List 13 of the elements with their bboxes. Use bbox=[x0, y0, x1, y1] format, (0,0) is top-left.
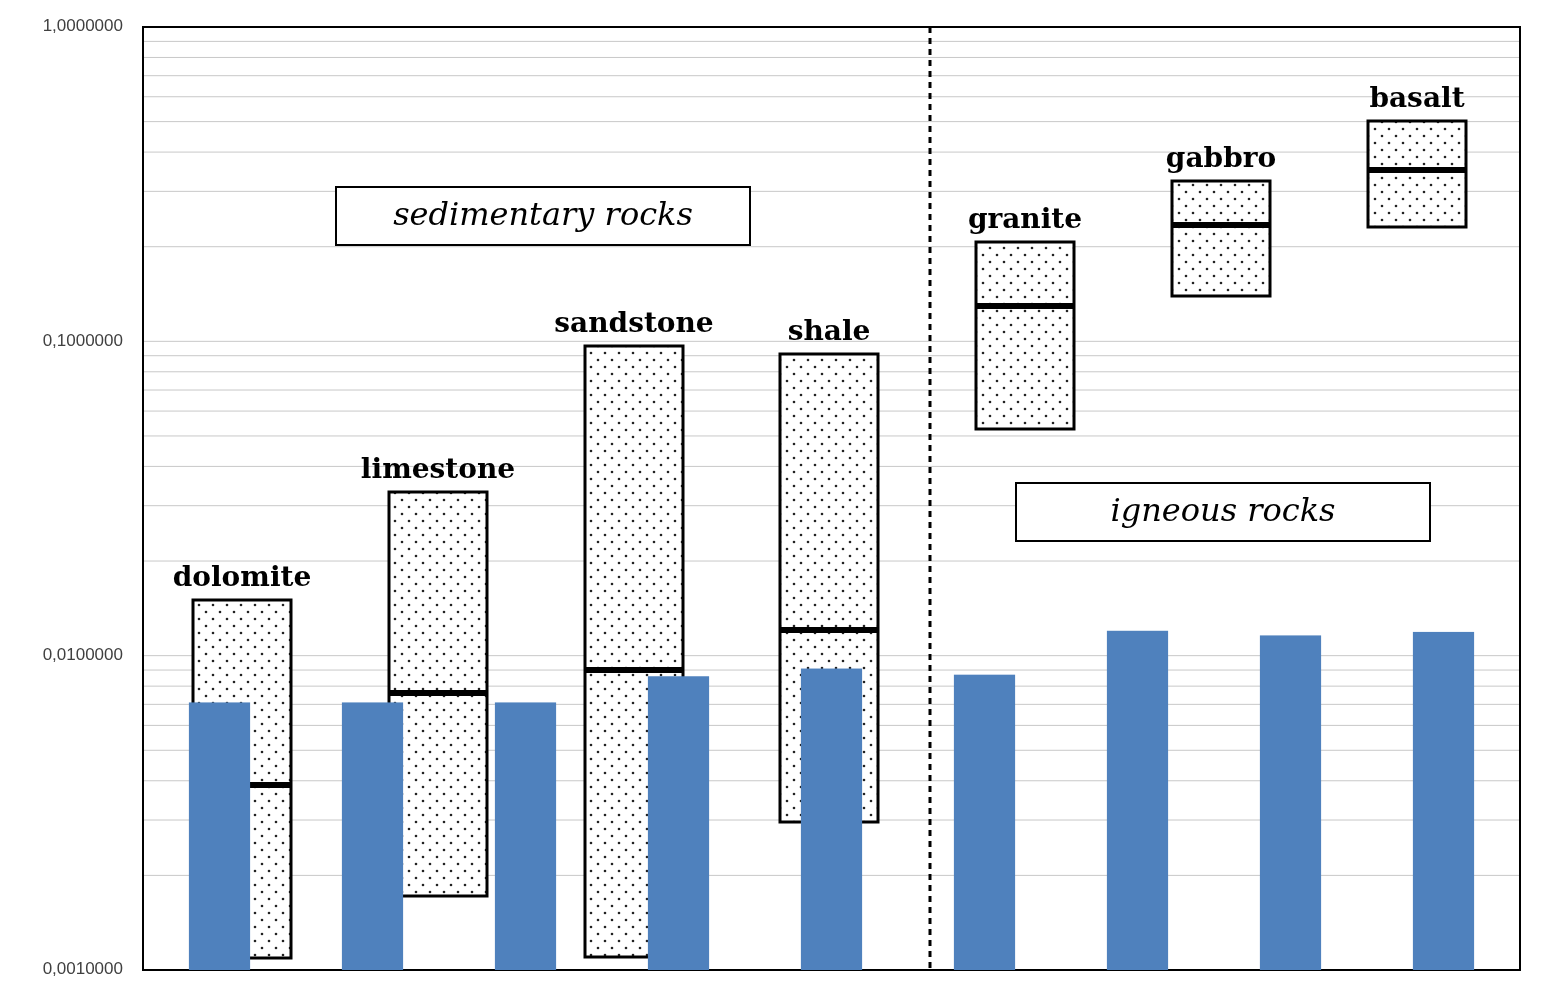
annotation: dolomite bbox=[172, 560, 312, 593]
y-tick-label: 1,0000000 bbox=[42, 16, 123, 36]
annotation: shale bbox=[787, 314, 871, 347]
y-tick-label: 0,0010000 bbox=[42, 959, 123, 979]
y-tick-label: 0,1000000 bbox=[42, 330, 123, 350]
annotation: granite bbox=[967, 202, 1083, 235]
annotation: igneous rocks bbox=[1110, 490, 1336, 529]
y-tick-label: 0,0100000 bbox=[42, 645, 123, 665]
annotation: basalt bbox=[1369, 81, 1465, 114]
annotation: limestone bbox=[360, 452, 516, 485]
annotation: sandstone bbox=[554, 306, 714, 339]
annotation: gabbro bbox=[1165, 141, 1277, 174]
annotation: sedimentary rocks bbox=[393, 194, 693, 233]
